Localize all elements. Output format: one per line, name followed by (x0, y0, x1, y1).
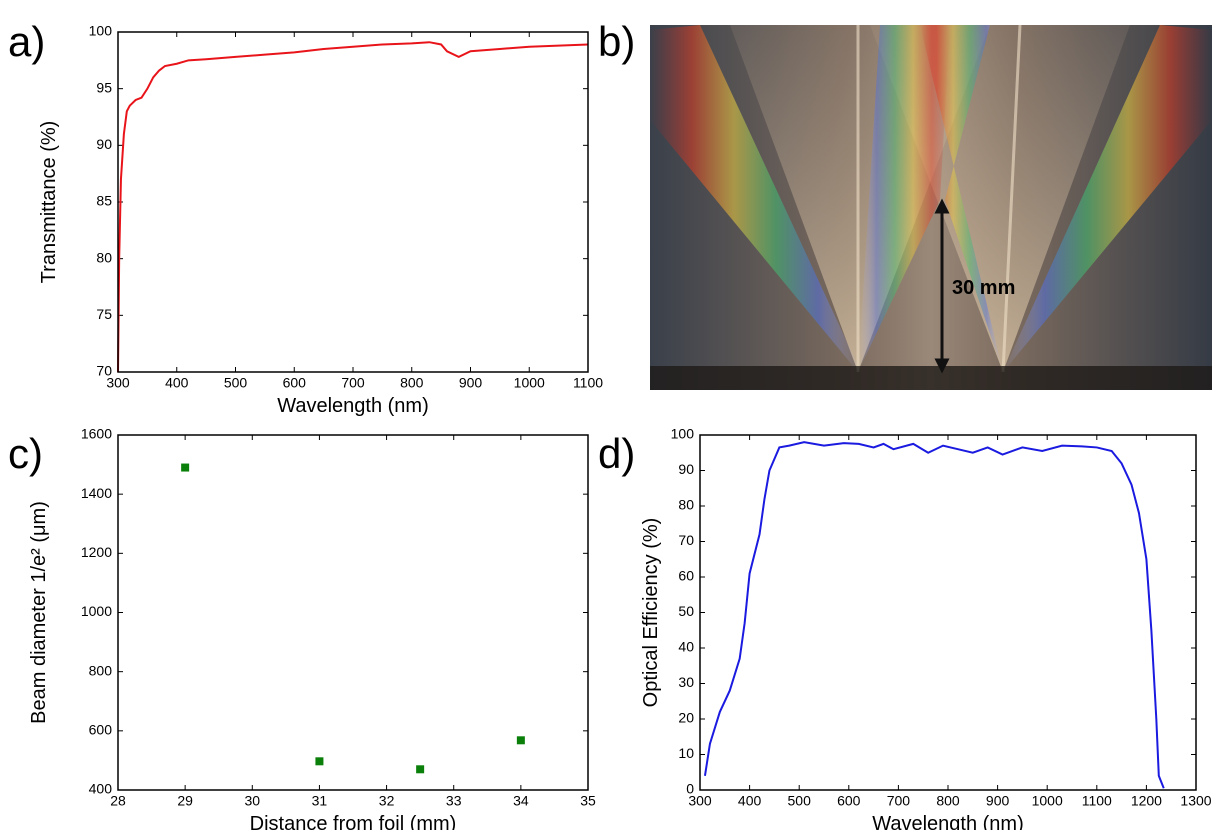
y-tick-label: 400 (89, 781, 113, 797)
panel-label: b) (598, 18, 635, 65)
y-tick-label: 30 (678, 674, 694, 690)
x-axis-label: Wavelength (nm) (277, 395, 429, 417)
x-tick-label: 300 (688, 793, 712, 809)
x-tick-label: 800 (936, 793, 960, 809)
x-tick-label: 1100 (1082, 793, 1112, 809)
panel-label: a) (8, 18, 45, 65)
y-axis-label: Optical Efficiency (%) (640, 518, 662, 708)
data-line (117, 41, 589, 373)
y-axis-label: Transmittance (%) (38, 121, 60, 284)
plot-frame (699, 434, 1197, 791)
y-tick-label: 95 (96, 79, 112, 95)
y-tick-label: 40 (678, 639, 694, 655)
y-tick-label: 800 (89, 662, 113, 678)
plot-frame (117, 434, 589, 791)
rainbow (1003, 25, 1212, 372)
y-tick-label: 1200 (81, 544, 112, 560)
x-tick-label: 600 (283, 375, 307, 391)
x-tick-label: 1200 (1131, 793, 1162, 809)
x-axis-label: Distance from foil (mm) (250, 813, 457, 830)
rainbow (920, 25, 1003, 372)
y-tick-label: 75 (96, 306, 112, 322)
y-tick-label: 100 (89, 23, 113, 39)
y-tick-label: 50 (678, 603, 694, 619)
data-point (416, 765, 425, 774)
data-point (181, 463, 190, 472)
x-tick-label: 29 (177, 793, 193, 809)
x-tick-label: 1000 (1032, 793, 1063, 809)
y-tick-label: 0 (686, 781, 694, 797)
y-axis-label: Beam diameter 1/e² (μm) (28, 501, 50, 724)
x-tick-label: 1300 (1180, 793, 1211, 809)
x-tick-label: 400 (165, 375, 189, 391)
y-tick-label: 600 (89, 722, 113, 738)
photo: 30 mm (650, 24, 1212, 390)
y-tick-label: 60 (678, 568, 694, 584)
x-tick-label: 700 (887, 793, 911, 809)
x-tick-label: 28 (110, 793, 126, 809)
y-tick-label: 1400 (81, 485, 112, 501)
x-tick-label: 700 (341, 375, 365, 391)
plot-frame (117, 31, 589, 373)
data-line (703, 441, 1165, 789)
beam-line (1001, 24, 1022, 373)
x-tick-label: 30 (244, 793, 260, 809)
x-tick-label: 400 (738, 793, 762, 809)
x-tick-label: 32 (379, 793, 395, 809)
y-tick-label: 100 (671, 426, 695, 442)
y-tick-label: 1600 (81, 426, 112, 442)
y-tick-label: 80 (96, 249, 112, 265)
data-point (516, 736, 525, 745)
x-tick-label: 900 (986, 793, 1010, 809)
x-tick-label: 1000 (514, 375, 545, 391)
rainbow (650, 25, 860, 372)
x-axis-label: Wavelength (nm) (872, 813, 1024, 830)
y-tick-label: 70 (678, 532, 694, 548)
x-tick-label: 500 (224, 375, 248, 391)
panel-label: c) (8, 430, 43, 477)
y-tick-label: 70 (96, 363, 112, 379)
data-point (315, 757, 324, 766)
y-tick-label: 90 (678, 461, 694, 477)
photo-annotation: 30 mm (952, 277, 1015, 299)
x-tick-label: 31 (312, 793, 328, 809)
x-tick-label: 900 (459, 375, 483, 391)
x-tick-label: 300 (106, 375, 130, 391)
rainbow (858, 25, 950, 372)
x-tick-label: 800 (400, 375, 424, 391)
x-tick-label: 33 (446, 793, 462, 809)
y-tick-label: 20 (678, 710, 694, 726)
x-tick-label: 600 (837, 793, 861, 809)
y-tick-label: 10 (678, 745, 694, 761)
x-tick-label: 34 (513, 793, 529, 809)
x-tick-label: 35 (580, 793, 596, 809)
y-tick-label: 85 (96, 193, 112, 209)
y-tick-label: 90 (96, 136, 112, 152)
panel-label: d) (598, 430, 635, 477)
x-tick-label: 1100 (573, 375, 603, 391)
foil (650, 366, 1212, 390)
y-tick-label: 80 (678, 497, 694, 513)
x-tick-label: 500 (788, 793, 812, 809)
y-tick-label: 1000 (81, 603, 112, 619)
